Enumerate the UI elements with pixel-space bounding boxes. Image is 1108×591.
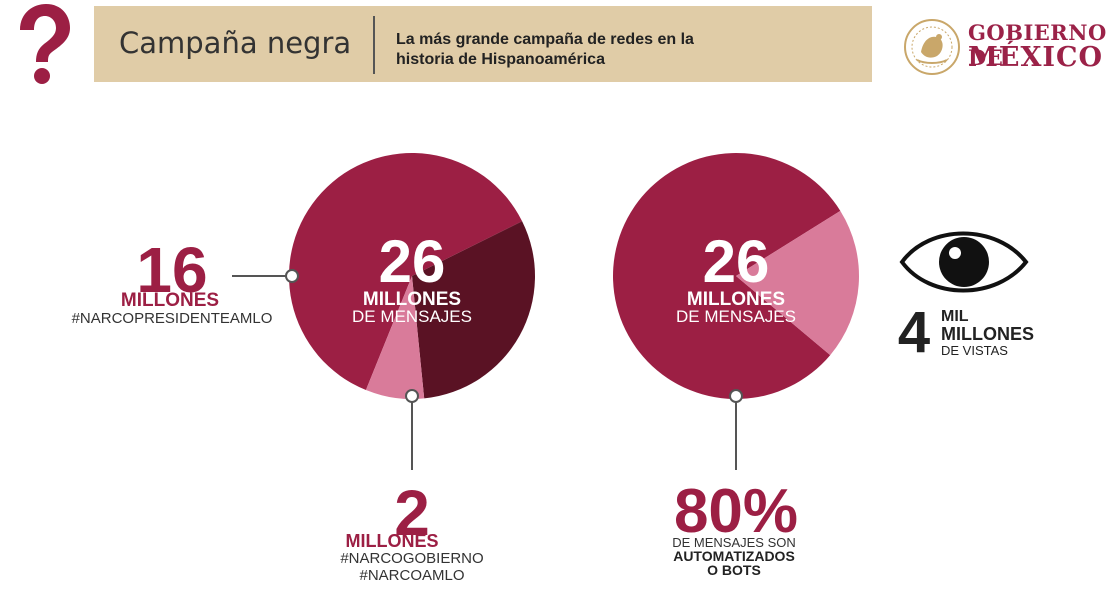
logo-text-line1: GOBIERNO DE — [968, 20, 1107, 70]
callout-2-number: 2 — [394, 477, 430, 549]
header-band — [94, 6, 872, 82]
connector-dot-16 — [285, 269, 299, 283]
callout-80-line1: DE MENSAJES SON — [672, 535, 796, 550]
national-seal-icon — [903, 18, 961, 76]
pie1-slice-1 — [412, 221, 536, 399]
pie2-total-number: 26 — [703, 228, 770, 295]
views-line1: MIL — [941, 308, 969, 325]
question-mark-bird-icon — [12, 2, 74, 88]
pie1-total-number: 26 — [379, 228, 446, 295]
pie2-slice-1 — [736, 210, 859, 356]
callout-16-number: 16 — [136, 234, 207, 306]
callout-2-unit: MILLONES — [346, 531, 439, 551]
pie1-total-line1: MILLONES — [363, 289, 461, 310]
callout-80-line3: O BOTS — [707, 562, 761, 578]
connector-dot-80 — [729, 389, 743, 403]
pie-chart-hashtags — [289, 152, 536, 400]
page-subtitle-line1: La más grande campaña de redes en la — [396, 31, 694, 48]
eye-icon — [899, 231, 1029, 293]
page-subtitle-line2: historia de Hispanoamérica — [396, 51, 605, 68]
pie2-total-line1: MILLONES — [687, 289, 785, 310]
callout-2-tag2: #NARCOAMLO — [359, 567, 464, 584]
callout-16-tag: #NARCOPRESIDENTEAMLO — [72, 310, 273, 327]
connector-dot-2 — [405, 389, 419, 403]
callout-80-number: 80% — [674, 477, 798, 546]
pie1-slice-2 — [365, 276, 425, 400]
callout-2-tag1: #NARCOGOBIERNO — [340, 550, 483, 567]
callout-80-line2: AUTOMATIZADOS — [673, 548, 795, 564]
pie2-total-line2: DE MENSAJES — [676, 307, 796, 326]
pie1-slice-0 — [289, 152, 523, 391]
pie-chart-bots — [613, 152, 859, 399]
pie1-total-line2: DE MENSAJES — [352, 307, 472, 326]
logo-text-line2: MÉXICO — [968, 42, 1104, 73]
views-line2: MILLONES — [941, 324, 1034, 344]
header-divider — [373, 16, 375, 74]
callout-16-unit: MILLONES — [121, 290, 219, 311]
page-title: Campaña negra — [119, 26, 352, 60]
pie2-slice-0 — [613, 152, 841, 399]
views-number: 4 — [898, 300, 930, 365]
views-line3: DE VISTAS — [941, 343, 1008, 358]
